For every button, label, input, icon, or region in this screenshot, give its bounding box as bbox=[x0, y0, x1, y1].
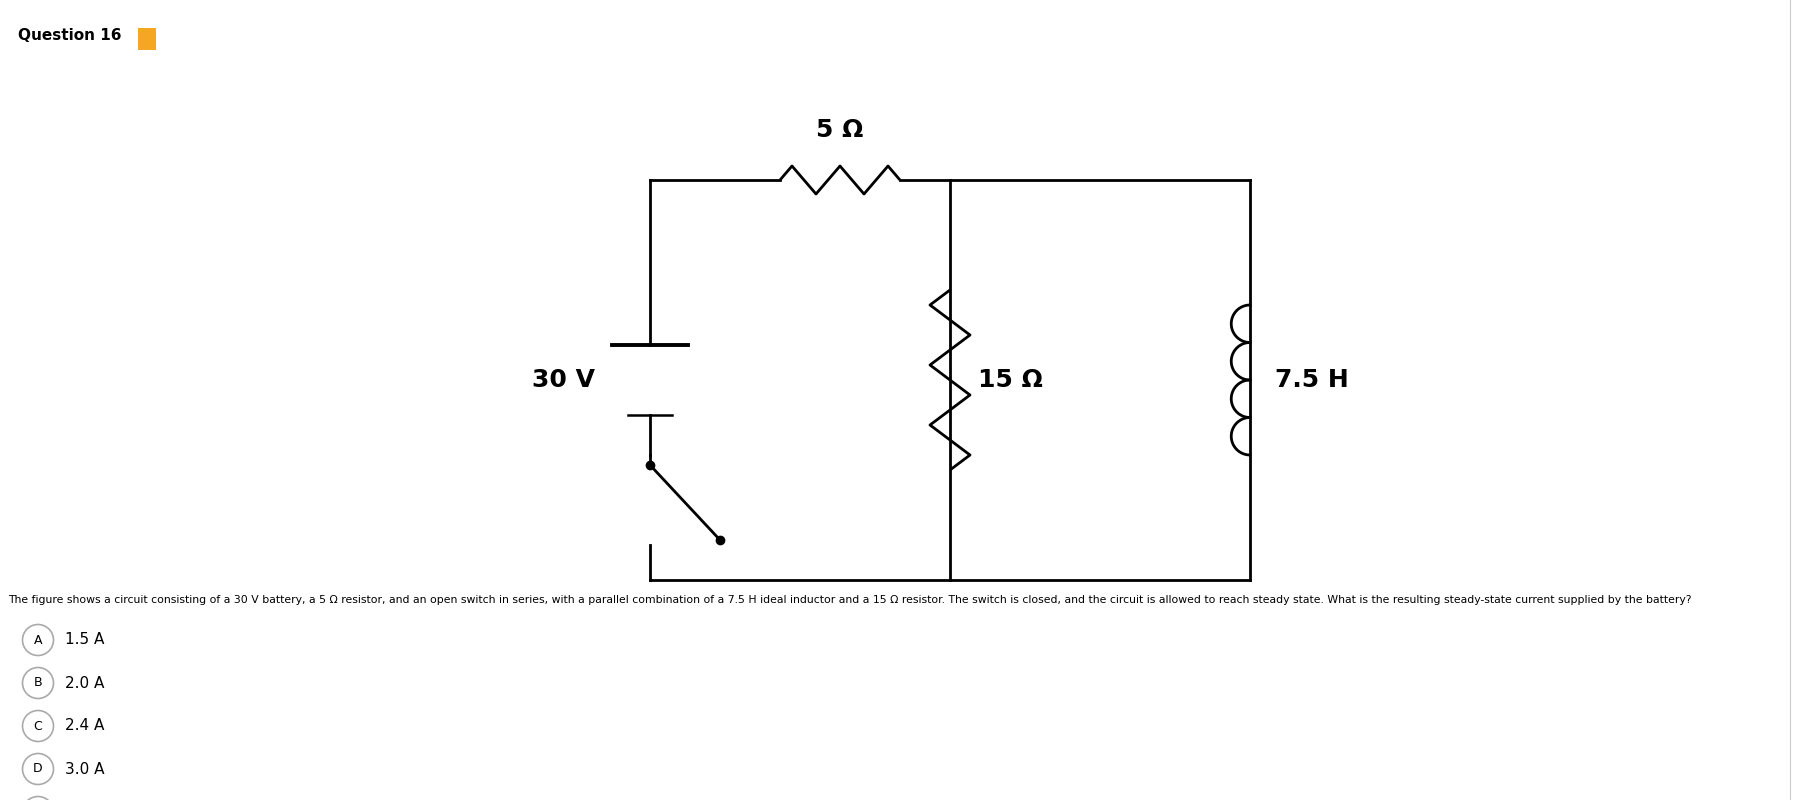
Text: C: C bbox=[34, 719, 42, 733]
Text: 5 Ω: 5 Ω bbox=[817, 118, 864, 142]
Text: 7.5 H: 7.5 H bbox=[1276, 368, 1348, 392]
Text: 1.5 A: 1.5 A bbox=[65, 633, 105, 647]
Text: 15 Ω: 15 Ω bbox=[978, 368, 1043, 392]
Text: D: D bbox=[33, 762, 43, 775]
Text: 30 V: 30 V bbox=[531, 368, 595, 392]
Text: The figure shows a circuit consisting of a 30 V battery, a 5 Ω resistor, and an : The figure shows a circuit consisting of… bbox=[7, 595, 1691, 605]
Text: 2.4 A: 2.4 A bbox=[65, 718, 105, 734]
Text: 3.0 A: 3.0 A bbox=[65, 762, 105, 777]
Text: 2.0 A: 2.0 A bbox=[65, 675, 105, 690]
Text: A: A bbox=[34, 634, 42, 646]
Text: B: B bbox=[34, 677, 42, 690]
FancyBboxPatch shape bbox=[137, 28, 155, 50]
Text: Question 16: Question 16 bbox=[18, 28, 121, 43]
